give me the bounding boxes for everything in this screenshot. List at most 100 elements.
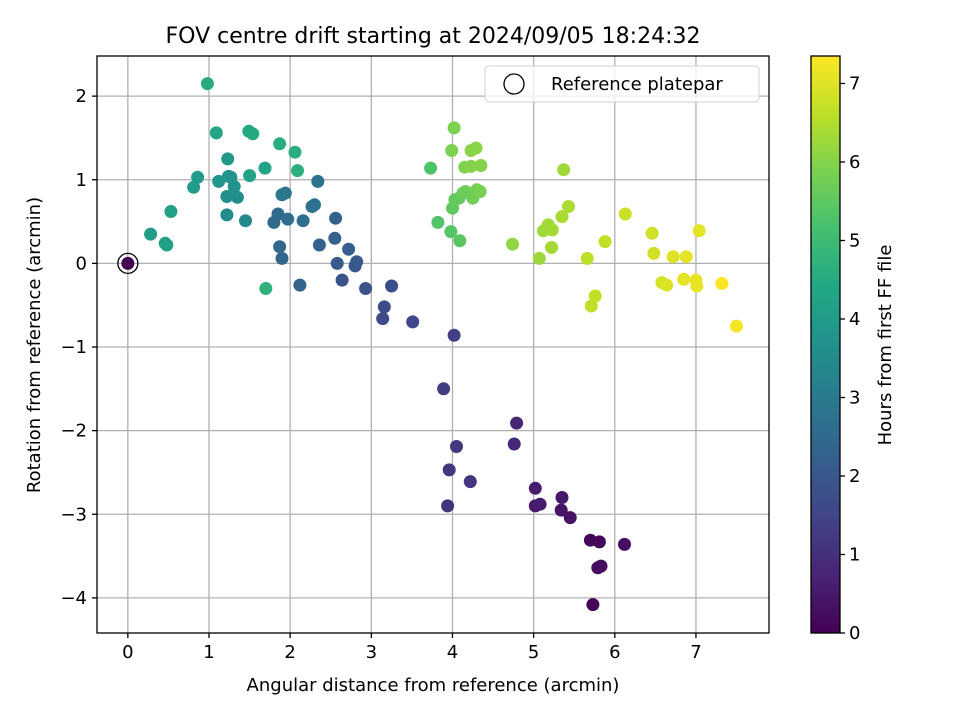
- reference-fill-point: [121, 256, 135, 270]
- scatter-point: [200, 77, 214, 91]
- scatter-point: [618, 207, 632, 221]
- scatter-point: [730, 319, 743, 333]
- x-tick-label: 1: [203, 642, 214, 663]
- scatter-point: [679, 250, 693, 264]
- scatter-point: [692, 224, 706, 238]
- x-tick-label: 3: [366, 642, 377, 663]
- scatter-point: [335, 273, 349, 287]
- y-axis-label: Rotation from reference (arcmin): [24, 197, 45, 493]
- scatter-point: [258, 161, 272, 175]
- scatter-point: [554, 503, 568, 517]
- data-points: [117, 77, 743, 612]
- scatter-point: [220, 190, 234, 203]
- x-tick-label: 7: [690, 642, 701, 663]
- scatter-point: [555, 210, 569, 224]
- x-tick-label: 2: [284, 642, 295, 663]
- scatter-point: [645, 226, 659, 240]
- scatter-point: [506, 237, 519, 251]
- scatter-point: [221, 152, 235, 166]
- scatter-point: [447, 121, 461, 135]
- scatter-point: [311, 174, 325, 188]
- scatter-point: [212, 174, 226, 188]
- y-tick-label: −1: [60, 337, 87, 358]
- scatter-point: [281, 212, 295, 226]
- reference-platepar-marker: [117, 252, 139, 275]
- scatter-point: [592, 535, 606, 549]
- scatter-point: [463, 475, 477, 489]
- scatter-point: [464, 159, 478, 173]
- colorbar-tick-label: 5: [849, 230, 860, 251]
- scatter-point: [533, 497, 547, 511]
- scatter-point: [450, 440, 463, 453]
- legend-box: [484, 65, 760, 103]
- scatter-point: [689, 273, 703, 287]
- y-tick-label: −2: [60, 421, 87, 442]
- scatter-point: [243, 169, 257, 183]
- scatter-point: [406, 315, 420, 329]
- scatter-point: [528, 481, 542, 495]
- scatter-point: [273, 137, 287, 151]
- scatter-point: [359, 282, 373, 295]
- scatter-point: [444, 225, 458, 239]
- x-tick-label: 4: [447, 642, 458, 663]
- scatter-point: [445, 144, 459, 157]
- scatter-point: [278, 186, 292, 200]
- scatter-point: [715, 277, 729, 290]
- plot-frame: [96, 55, 770, 634]
- scatter-point: [209, 126, 223, 140]
- colorbar-tick-label: 4: [849, 309, 860, 330]
- scatter-point: [584, 299, 598, 313]
- scatter-point: [660, 278, 674, 292]
- scatter-point: [580, 251, 594, 265]
- scatter-point: [453, 234, 467, 248]
- scatter-point: [222, 169, 235, 183]
- scatter-point: [557, 163, 571, 177]
- colorbar-ticks: 0 1 2 3 4 5 6 7: [840, 73, 860, 644]
- x-tick-label: 0: [122, 642, 133, 663]
- y-tick-label: 1: [76, 170, 87, 191]
- x-tick-label: 6: [609, 642, 620, 663]
- scatter-point: [239, 214, 252, 228]
- y-tick-label: −3: [60, 504, 87, 525]
- scatter-point: [259, 282, 273, 295]
- scatter-point: [507, 437, 521, 451]
- scatter-point: [618, 537, 631, 551]
- scatter-point: [666, 250, 680, 264]
- colorbar-tick-label: 6: [849, 152, 860, 173]
- scatter-point: [469, 141, 483, 155]
- scatter-point: [144, 227, 158, 241]
- scatter-point: [267, 215, 281, 229]
- x-tick-label: 5: [528, 642, 539, 663]
- scatter-point: [376, 312, 390, 326]
- colorbar-tick-label: 7: [849, 73, 860, 94]
- scatter-point: [545, 241, 558, 254]
- scatter-point: [563, 511, 577, 525]
- scatter-point: [160, 238, 174, 252]
- scatter-point: [328, 231, 342, 245]
- scatter-point: [473, 185, 487, 198]
- legend: Reference platepar: [484, 65, 760, 103]
- scatter-point: [437, 382, 451, 396]
- scatter-point: [562, 200, 575, 213]
- axis-ticks: 0 1 2 3 4 5 6 7 −4 −3 −2 −1 0 1 2: [60, 86, 701, 663]
- y-tick-label: −4: [60, 588, 87, 609]
- colorbar-tick-label: 3: [849, 387, 860, 408]
- scatter-point: [442, 463, 456, 477]
- scatter-point: [350, 255, 364, 269]
- scatter-point: [474, 159, 488, 172]
- legend-label: Reference platepar: [551, 74, 723, 95]
- scatter-point: [588, 289, 602, 303]
- scatter-point: [594, 559, 608, 573]
- scatter-point: [164, 205, 178, 218]
- scatter-point: [510, 416, 524, 430]
- x-axis-label: Angular distance from reference (arcmin): [247, 675, 620, 696]
- colorbar-gradient: [811, 56, 840, 633]
- scatter-point: [191, 170, 205, 184]
- scatter-point: [273, 240, 287, 254]
- scatter-point: [296, 214, 310, 228]
- scatter-point: [377, 300, 391, 314]
- scatter-point: [447, 328, 461, 342]
- scatter-point: [424, 161, 438, 175]
- colorbar: 0 1 2 3 4 5 6 7 Hours from first FF file: [810, 55, 896, 644]
- scatter-point: [532, 251, 546, 265]
